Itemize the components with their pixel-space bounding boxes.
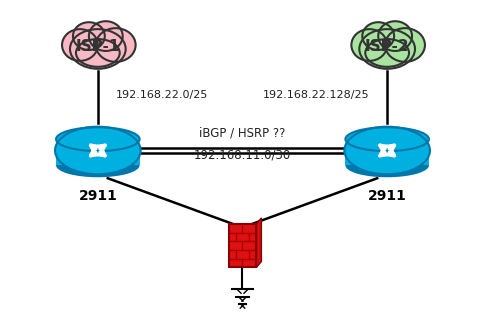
Ellipse shape [56, 127, 139, 151]
Bar [56, 150, 139, 165]
Bar [345, 150, 428, 165]
Ellipse shape [344, 127, 429, 174]
Ellipse shape [350, 29, 386, 61]
Text: 192.168.11.0/30: 192.168.11.0/30 [194, 149, 290, 162]
Ellipse shape [89, 21, 122, 51]
Ellipse shape [345, 127, 428, 151]
Ellipse shape [56, 154, 139, 177]
Text: ISP-2: ISP-2 [364, 39, 408, 54]
Text: ISP-1: ISP-1 [76, 39, 120, 54]
Ellipse shape [364, 39, 408, 67]
Ellipse shape [378, 21, 411, 51]
Ellipse shape [384, 28, 424, 62]
Ellipse shape [362, 22, 393, 50]
Ellipse shape [55, 127, 140, 174]
Ellipse shape [359, 29, 414, 69]
Bar [228, 224, 256, 268]
Text: 192.168.22.128/25: 192.168.22.128/25 [262, 90, 368, 100]
Ellipse shape [76, 39, 120, 67]
Ellipse shape [96, 28, 136, 62]
Polygon shape [256, 218, 261, 268]
Text: 192.168.22.0/25: 192.168.22.0/25 [116, 90, 208, 100]
Ellipse shape [70, 29, 125, 69]
Text: 2911: 2911 [78, 189, 117, 203]
Text: 2911: 2911 [367, 189, 406, 203]
Text: iBGP / HSRP ??: iBGP / HSRP ?? [199, 126, 285, 139]
Ellipse shape [62, 29, 98, 61]
Ellipse shape [73, 22, 105, 50]
Ellipse shape [345, 154, 428, 177]
